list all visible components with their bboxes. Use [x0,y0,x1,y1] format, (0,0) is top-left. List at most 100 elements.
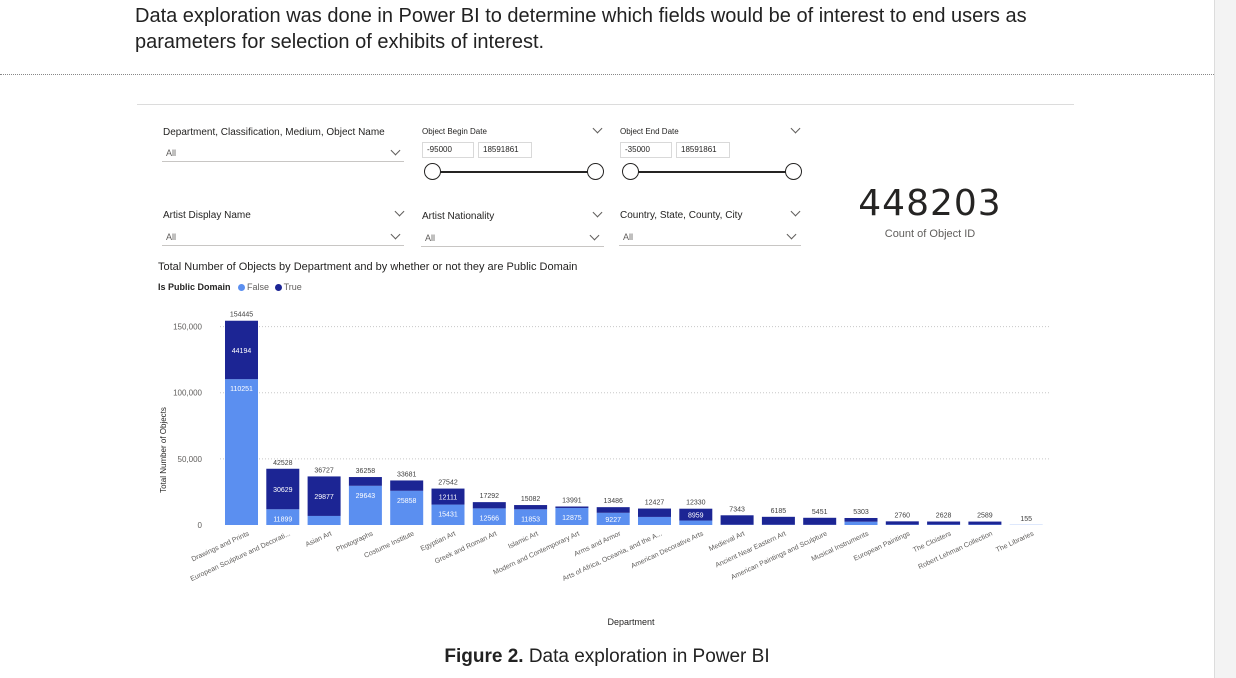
chevron-down-icon[interactable] [394,206,405,217]
begin-date-min-input[interactable]: -95000 [422,142,474,158]
end-date-slicer-title: Object End Date [620,127,679,136]
end-date-slider-max-handle[interactable] [785,163,802,180]
bar-false-value-label: 11853 [521,516,540,523]
report-header-rule [137,104,1074,105]
bar-false-segment[interactable] [514,509,548,525]
bar-true-segment[interactable] [803,517,837,525]
end-date-min-input[interactable]: -35000 [620,142,672,158]
legend-title: Is Public Domain [158,282,231,292]
x-tick-label: Islamic Art [507,530,539,550]
bar-true-value-label: 12111 [439,495,458,502]
x-tick-label: Robert Lehman Collection [917,530,993,571]
bar-total-label: 42528 [273,460,293,467]
legend-false-marker [238,284,246,291]
bar-true-segment[interactable] [596,507,630,513]
bar-false-segment[interactable] [679,520,713,525]
chart-title: Total Number of Objects by Department an… [158,261,578,273]
artist-slicer-value: All [166,232,177,242]
artist-slicer-title: Artist Display Name [163,210,251,221]
bar-true-segment[interactable] [927,521,961,525]
bar-true-segment[interactable] [266,468,300,510]
x-tick-label: Asian Art [305,530,333,548]
bar-total-label: 33681 [397,471,417,478]
legend-true-label[interactable]: True [283,282,302,292]
bar-true-segment[interactable] [431,488,465,505]
end-date-max-input[interactable]: 18591861 [676,142,730,158]
artist-slicer-dropdown[interactable]: All [162,228,404,246]
kpi-card-value: 448203 [858,183,1002,224]
begin-date-max-value: 18591861 [483,145,519,154]
end-date-max-value: 18591861 [681,145,717,154]
dept-slicer-dropdown[interactable]: All [162,144,404,162]
bar-true-segment[interactable] [390,480,424,491]
dept-slicer-title: Department, Classification, Medium, Obje… [163,127,385,138]
nationality-slicer-title: Artist Nationality [422,211,495,222]
bar-false-segment[interactable] [638,516,671,525]
bar-true-segment[interactable] [307,476,341,516]
y-tick-label: 150,000 [173,323,202,332]
chevron-down-icon[interactable] [790,206,801,217]
bar-total-label: 12427 [645,500,665,507]
stacked-bar-chart[interactable]: 0 50,000 100,000 150,000 Total Number of Obj… [150,300,1060,635]
bar-total-label: 12330 [686,500,706,507]
kpi-card-label: Count of Object ID [884,228,976,240]
chevron-down-icon [390,229,401,240]
chevron-down-icon[interactable] [790,123,801,134]
begin-date-min-value: -95000 [427,145,452,154]
end-date-slider-min-handle[interactable] [622,163,639,180]
bar-false-segment[interactable] [307,515,341,525]
bar-true-segment[interactable] [225,320,258,380]
bar-false-value-label: 25858 [397,498,417,505]
begin-date-slider-max-handle[interactable] [587,163,604,180]
y-tick-label: 50,000 [178,455,203,464]
dept-slicer-value: All [166,148,177,158]
bar-total-label: 36258 [356,468,376,475]
figure-caption-text: Data exploration in Power BI [523,646,770,667]
bar-true-segment[interactable] [472,502,506,509]
bar-true-segment[interactable] [679,508,713,521]
bar-true-segment[interactable] [638,508,671,517]
bar-false-segment[interactable] [225,379,258,525]
nationality-slicer-dropdown[interactable]: All [421,229,604,247]
chevron-down-icon[interactable] [592,207,603,218]
bar-false-segment[interactable] [266,509,300,525]
begin-date-max-input[interactable]: 18591861 [478,142,532,158]
begin-date-slider-min-handle[interactable] [424,163,441,180]
chevron-down-icon [390,145,401,156]
bar-total-label: 27542 [438,480,458,487]
bar-false-segment[interactable] [596,512,630,525]
page-scrollbar[interactable] [1214,0,1236,678]
bar-false-segment[interactable] [431,504,465,525]
bar-true-segment[interactable] [555,506,589,508]
bar-true-segment[interactable] [885,521,919,525]
begin-date-slider-track [432,171,595,173]
bar-false-segment[interactable] [555,507,589,525]
bar-true-segment[interactable] [968,521,1002,525]
section-divider [0,74,1214,75]
bar-total-label: 6185 [771,508,787,515]
bar-total-label: 2760 [895,512,911,519]
bar-false-value-label: 29643 [356,493,376,500]
bar-total-label: 36727 [314,467,334,474]
bar-false-segment[interactable] [390,490,424,525]
figure-caption: Figure 2. Data exploration in Power BI [0,646,1214,668]
bar-total-label: 7343 [729,506,745,513]
chevron-down-icon[interactable] [592,123,603,134]
bar-true-segment[interactable] [761,516,795,525]
y-axis-title: Total Number of Objects [159,407,168,493]
location-slicer-dropdown[interactable]: All [619,228,801,246]
legend-false-label[interactable]: False [247,282,270,292]
bar-total-label: 2589 [977,513,993,520]
bar-false-segment[interactable] [472,508,506,525]
bar-total-label: 2628 [936,513,952,520]
x-tick-label: Medieval Art [708,530,746,553]
bar-true-segment[interactable] [348,477,382,486]
bar-false-segment[interactable] [844,521,878,525]
bar-total-label: 17292 [480,493,500,500]
bar-true-value-label: 29877 [314,494,334,501]
bar-false-segment[interactable] [348,485,382,525]
x-tick-label: Ancient Near Eastern Art [714,530,787,569]
bar-true-segment[interactable] [514,505,548,510]
bar-true-segment[interactable] [844,517,878,522]
bar-true-segment[interactable] [720,515,754,525]
